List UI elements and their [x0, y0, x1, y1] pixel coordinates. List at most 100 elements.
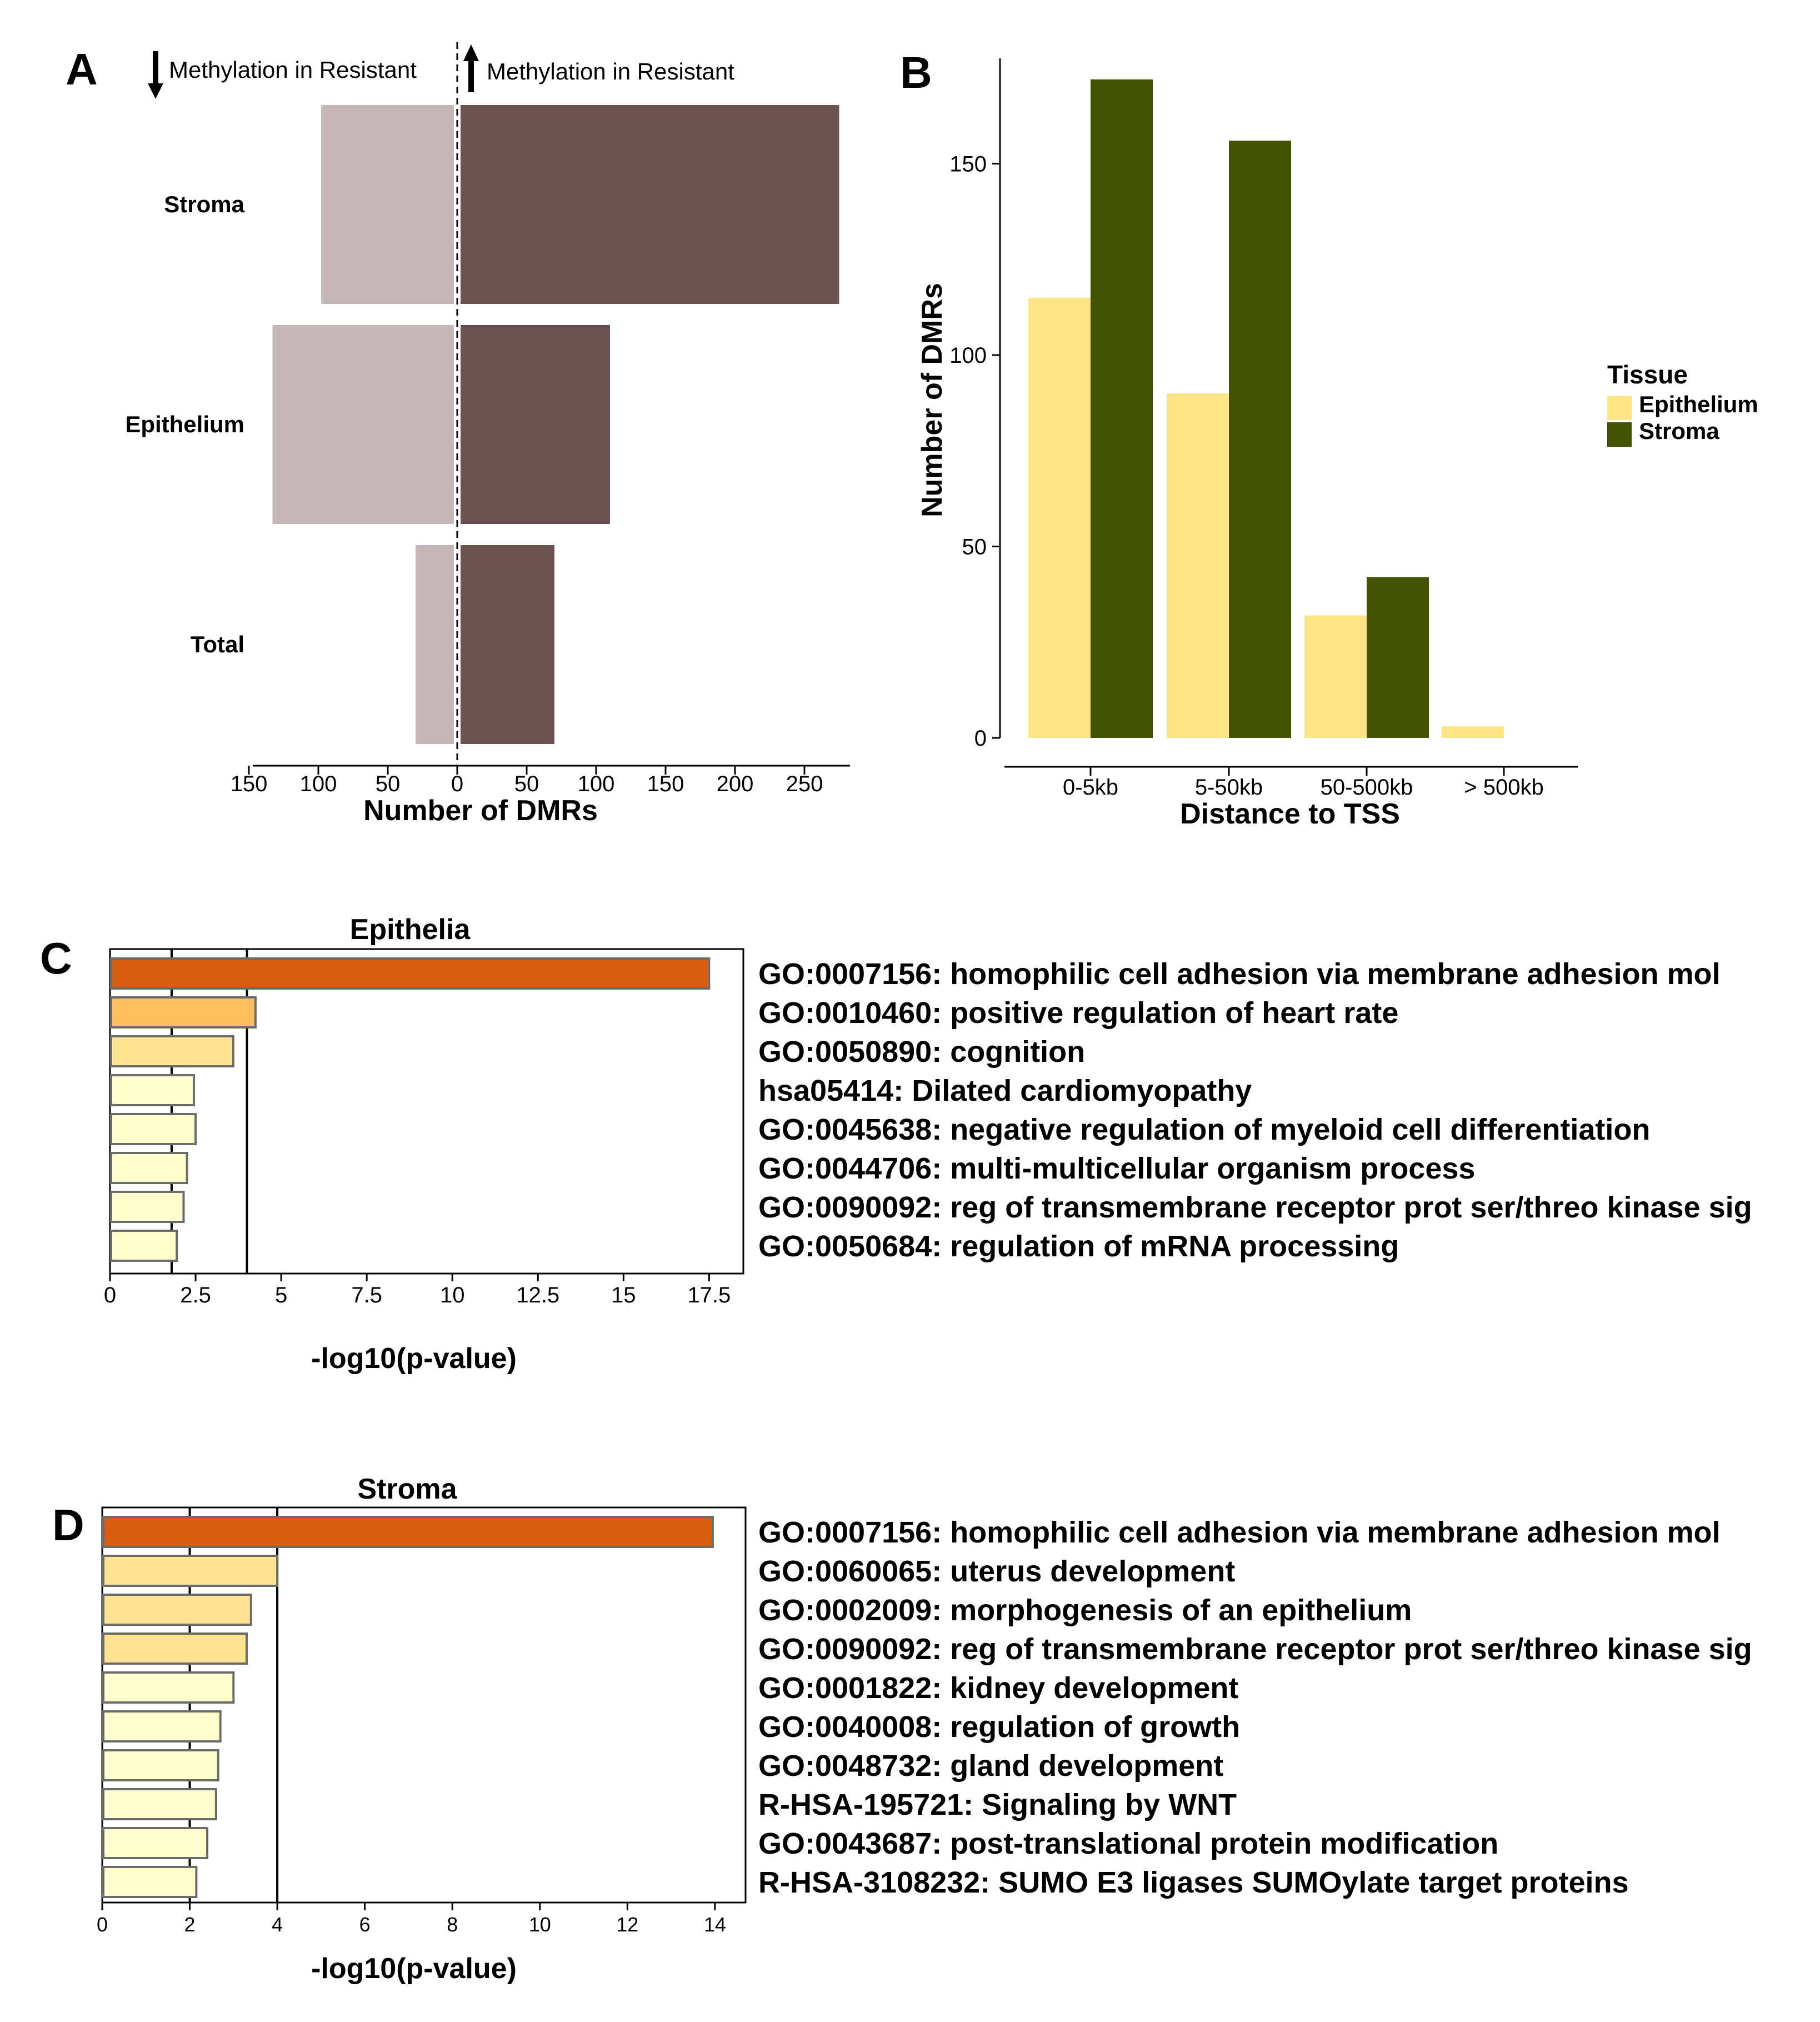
panel-c-bar [110, 1230, 178, 1262]
panel-d-bar [102, 1516, 714, 1548]
panel-a-x-tick-label: 150 [647, 772, 684, 796]
panel-a-x-tick-label: 100 [300, 772, 337, 796]
panel-a-x-tick-label: 50 [376, 772, 401, 796]
panel-c-plot-frame [109, 948, 744, 1275]
panel-c-x-tick-label: 10 [440, 1283, 465, 1307]
panel-b-letter: B [900, 48, 932, 97]
panel-d-bar [102, 1555, 279, 1587]
panel-d-term-label: GO:0043687: post-translational protein m… [758, 1827, 1498, 1860]
legend-label-epithelium: Epithelium [1639, 391, 1758, 417]
panel-c-x-tick-label: 5 [275, 1283, 287, 1307]
panel-b-bar-stroma [1229, 141, 1291, 738]
panel-a-x-tick-label: 250 [786, 772, 823, 796]
panel-a-bar-down [416, 545, 454, 744]
panel-d-bar [102, 1866, 198, 1898]
panel-a-category-label: Stroma [164, 191, 244, 217]
panel-b-bar-epithelium [1028, 297, 1091, 738]
panel-d-x-tick-label: 4 [272, 1913, 283, 1936]
panel-a-category-label: Total [191, 631, 244, 657]
panel-d-term-label: GO:0060065: uterus development [758, 1555, 1235, 1588]
panel-c-x-tick-label: 7.5 [351, 1283, 382, 1307]
panel-d-plot-frame [101, 1506, 747, 1904]
panel-d-x-tick-label: 8 [447, 1913, 458, 1936]
panel-d-x-tick-label: 14 [704, 1913, 726, 1936]
panel-d-term-label: GO:0090092: reg of transmembrane recepto… [758, 1632, 1752, 1666]
panel-d-x-tick-label: 6 [359, 1913, 371, 1936]
panel-c-bar [110, 957, 711, 990]
panel-a-bar-down [321, 105, 454, 304]
panel-a-x-tick-label: 50 [514, 772, 539, 796]
panel-a-x-axis-label: Number of DMRs [363, 795, 598, 827]
panel-a-header-right: Methylation in Resistant [487, 58, 734, 84]
panel-d-x-tick-label: 0 [97, 1913, 108, 1936]
panel-a-bar-up [461, 325, 610, 524]
panel-c-term-label: GO:0007156: homophilic cell adhesion via… [758, 957, 1721, 991]
panel-c-bar [110, 1152, 188, 1184]
panel-b-x-axis-label: Distance to TSS [1180, 798, 1400, 830]
panel-c-term-label: GO:0090092: reg of transmembrane recepto… [758, 1191, 1752, 1224]
panel-c-bar [110, 1074, 195, 1106]
panel-b-x-tick-label: 0-5kb [1063, 775, 1118, 800]
panel-c: C Epithelia GO:0007156: homophilic cell … [40, 913, 1752, 1375]
panel-b-y-tick-label: 150 [949, 152, 987, 177]
panel-c-term-label: GO:0050684: regulation of mRNA processin… [758, 1230, 1399, 1263]
panel-c-bar [110, 1191, 185, 1223]
panel-c-bar [110, 996, 257, 1029]
panel-d-x-tick-label: 12 [616, 1913, 638, 1936]
panel-b-bar-epithelium [1442, 726, 1504, 738]
panel-b: B 0 50 100 150 0-5kb 5-50kb 50-500kb > 500kb N… [900, 48, 1758, 830]
panel-c-term-label: GO:0010460: positive regulation of heart… [758, 996, 1398, 1030]
panel-d-bar [102, 1710, 222, 1743]
panel-d-x-tick-label: 10 [529, 1913, 551, 1936]
panel-c-title: Epithelia [350, 913, 471, 946]
panel-a-bar-down [272, 325, 454, 524]
panel-d: D Stroma GO:0007156: homophilic cell adh… [52, 1473, 1752, 1985]
panel-b-y-tick-label: 100 [949, 343, 987, 368]
panel-d-bar [102, 1827, 209, 1859]
panel-b-bar-epithelium [1167, 393, 1229, 738]
panel-b-y-tick-label: 50 [962, 535, 987, 560]
panel-b-bar-stroma [1091, 79, 1153, 738]
panel-d-bar [102, 1749, 219, 1781]
up-arrow-icon [463, 44, 479, 92]
panel-a-x-tick-label: 200 [717, 772, 754, 796]
panel-d-bar [102, 1671, 235, 1704]
legend-swatch-stroma [1607, 422, 1632, 447]
panel-d-bar [102, 1632, 248, 1665]
panel-c-x-tick-label: 2.5 [180, 1283, 211, 1307]
down-arrow-icon [148, 51, 163, 99]
panel-a-category-label: Epithelium [125, 411, 244, 437]
panel-d-term-label: GO:0040008: regulation of growth [758, 1710, 1240, 1744]
panel-a: A Methylation in Resistant Methylation i… [66, 42, 850, 827]
panel-b-x-tick-label: 5-50kb [1195, 775, 1263, 800]
panel-a-x-tick-label: 100 [578, 772, 615, 796]
panel-d-term-label: GO:0007156: homophilic cell adhesion via… [758, 1516, 1721, 1549]
panel-c-x-tick-label: 17.5 [687, 1283, 731, 1307]
panel-c-x-tick-label: 0 [104, 1283, 116, 1307]
panel-a-letter: A [66, 44, 98, 94]
panel-d-term-label: R-HSA-3108232: SUMO E3 ligases SUMOylate… [758, 1866, 1629, 1899]
legend-label-stroma: Stroma [1639, 418, 1719, 444]
panel-a-header-left: Methylation in Resistant [169, 57, 417, 83]
panel-b-x-tick-label: 50-500kb [1321, 775, 1413, 800]
panel-d-x-axis-label: -log10(p-value) [311, 1953, 517, 1985]
panel-a-x-tick-label: 0 [451, 772, 463, 796]
panel-a-bar-up [461, 105, 839, 304]
panel-c-x-tick-label: 12.5 [516, 1283, 559, 1307]
panel-c-letter: C [40, 933, 72, 983]
panel-c-bar [110, 1035, 234, 1067]
panel-c-x-axis-label: -log10(p-value) [311, 1342, 517, 1375]
panel-b-x-tick-label: > 500kb [1464, 775, 1543, 800]
panel-c-term-label: GO:0045638: negative regulation of myelo… [758, 1113, 1650, 1146]
panel-b-bar-epithelium [1304, 615, 1367, 738]
panel-d-term-label: GO:0001822: kidney development [758, 1671, 1238, 1705]
panel-d-term-label: R-HSA-195721: Signaling by WNT [758, 1788, 1237, 1821]
panel-d-term-label: GO:0002009: morphogenesis of an epitheli… [758, 1594, 1412, 1627]
panel-c-bar [110, 1113, 197, 1145]
panel-d-bar [102, 1594, 252, 1626]
panel-b-y-axis-label: Number of DMRs [916, 283, 948, 517]
panel-d-term-label: GO:0048732: gland development [758, 1749, 1223, 1783]
panel-d-title: Stroma [357, 1473, 457, 1505]
panel-c-term-label: hsa05414: Dilated cardiomyopathy [758, 1074, 1252, 1107]
